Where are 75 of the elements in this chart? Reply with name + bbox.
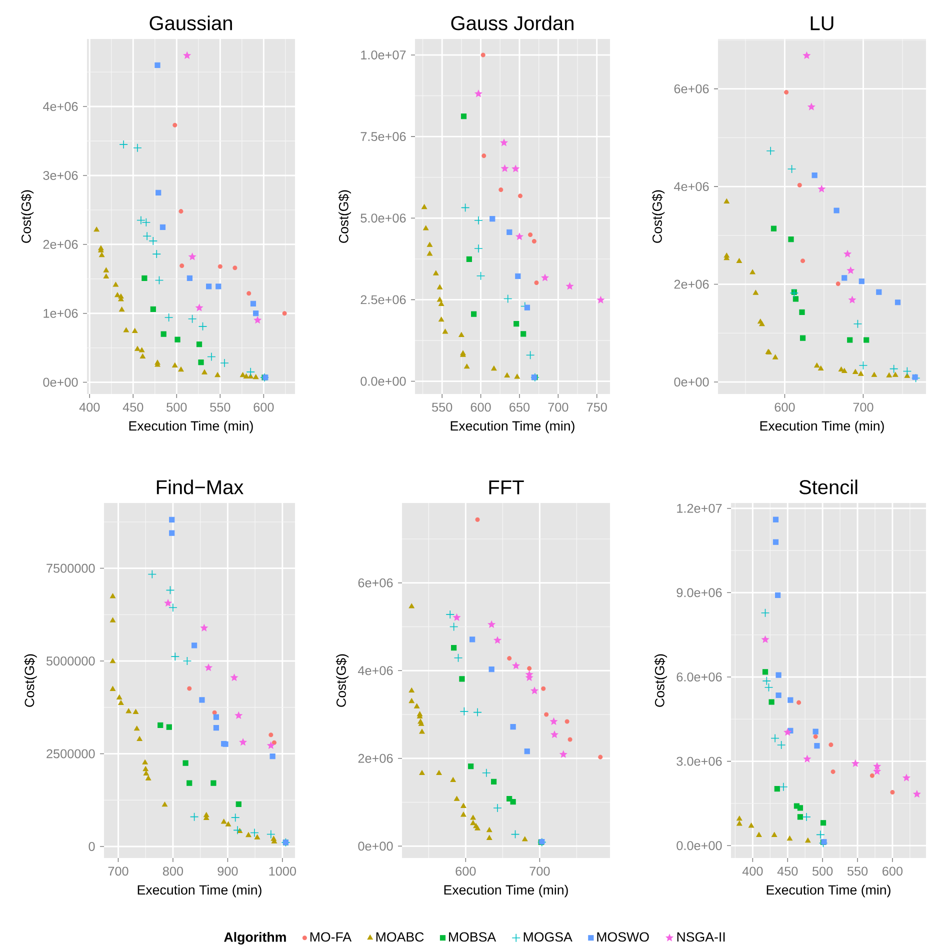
x-tick-label: 600 bbox=[882, 866, 903, 876]
legend-label: MOABC bbox=[376, 932, 424, 942]
y-tick-label: 0.0e+00 bbox=[676, 841, 722, 850]
x-tick-label: 700 bbox=[108, 866, 128, 876]
y-tick-label: 5000000 bbox=[46, 656, 95, 666]
y-tick-label: 3e+06 bbox=[43, 170, 78, 180]
y-tick-label: 9.0e+06 bbox=[676, 588, 722, 598]
x-tick-label: 500 bbox=[166, 402, 187, 412]
x-tick-label: 400 bbox=[79, 402, 100, 412]
y-tick-label: 6e+06 bbox=[358, 578, 393, 588]
y-tick-label: 3.0e+06 bbox=[676, 756, 722, 766]
x-tick-label: 1000 bbox=[269, 866, 296, 876]
y-tick-label: 7.5e+06 bbox=[360, 132, 406, 142]
x-tick-label: 600 bbox=[774, 402, 795, 412]
x-tick-label: 600 bbox=[254, 402, 274, 412]
x-axis-title: Execution Time (min) bbox=[129, 420, 253, 434]
y-tick-label: 5.0e+06 bbox=[360, 214, 406, 223]
chart-title: Stencil bbox=[799, 480, 858, 494]
x-tick-label: 900 bbox=[218, 866, 238, 876]
y-tick-label: 6.0e+06 bbox=[676, 672, 722, 682]
x-tick-label: 700 bbox=[548, 402, 568, 412]
x-tick-label: 650 bbox=[510, 402, 530, 412]
chart-title: FFT bbox=[489, 480, 524, 494]
x-axis-title: Execution Time (min) bbox=[444, 884, 568, 898]
x-tick-label: 450 bbox=[777, 866, 798, 876]
y-tick-label: 1.2e+07 bbox=[677, 504, 722, 513]
x-tick-label: 550 bbox=[432, 402, 452, 412]
x-tick-label: 600 bbox=[456, 866, 476, 876]
y-tick-label: 0e+00 bbox=[43, 378, 78, 387]
chart-title: Gauss Jordan bbox=[451, 16, 574, 30]
y-axis-title: Cost(G$) bbox=[654, 654, 668, 707]
x-tick-label: 700 bbox=[853, 402, 874, 412]
y-tick-label: 0e+00 bbox=[358, 842, 393, 851]
legend-title: Algorithm bbox=[224, 932, 286, 945]
y-tick-label: 4e+06 bbox=[43, 102, 78, 112]
x-tick-label: 550 bbox=[847, 866, 868, 876]
x-tick-label: 400 bbox=[742, 866, 763, 876]
chart-title: Find−Max bbox=[156, 480, 244, 494]
x-axis-title: Execution Time (min) bbox=[450, 420, 574, 434]
y-tick-label: 2500000 bbox=[46, 749, 95, 758]
legend-label: MOBSA bbox=[449, 932, 496, 942]
y-tick-label: 0.0e+00 bbox=[360, 376, 406, 386]
x-tick-label: 700 bbox=[530, 866, 550, 876]
x-tick-label: 750 bbox=[586, 402, 607, 412]
chart-title: Gaussian bbox=[150, 16, 232, 30]
x-axis-title: Execution Time (min) bbox=[760, 420, 884, 434]
y-tick-label: 0e+00 bbox=[674, 378, 709, 387]
x-tick-label: 500 bbox=[812, 866, 833, 876]
y-tick-label: 2e+06 bbox=[358, 754, 393, 763]
legend-label: MOSWO bbox=[597, 932, 649, 942]
y-tick-label: 2e+06 bbox=[43, 240, 78, 249]
y-tick-label: 4e+06 bbox=[674, 182, 709, 192]
y-axis-title: Cost(G$) bbox=[24, 654, 37, 707]
y-tick-label: 7500000 bbox=[46, 564, 95, 573]
legend-label: MOGSA bbox=[524, 932, 572, 942]
chart-title: LU bbox=[810, 16, 834, 30]
x-axis-title: Execution Time (min) bbox=[138, 884, 262, 898]
y-axis-title: Cost(G$) bbox=[338, 190, 351, 243]
legend-label: NSGA-II bbox=[677, 932, 725, 942]
x-tick-label: 550 bbox=[210, 402, 230, 412]
y-tick-label: 0 bbox=[88, 842, 95, 851]
y-tick-label: 2.5e+06 bbox=[360, 295, 406, 304]
y-tick-label: 1e+06 bbox=[44, 308, 78, 318]
y-tick-label: 6e+06 bbox=[674, 84, 709, 94]
y-axis-title: Cost(G$) bbox=[20, 190, 34, 243]
y-tick-label: 4e+06 bbox=[358, 666, 393, 676]
legend-label: MO-FA bbox=[310, 932, 352, 942]
y-tick-label: 2e+06 bbox=[674, 280, 709, 289]
y-axis-title: Cost(G$) bbox=[652, 190, 665, 243]
x-axis-title: Execution Time (min) bbox=[766, 884, 890, 898]
x-tick-label: 600 bbox=[470, 402, 491, 412]
x-tick-label: 450 bbox=[122, 402, 144, 412]
y-tick-label: 1.0e+07 bbox=[361, 50, 406, 60]
y-axis-title: Cost(G$) bbox=[336, 654, 349, 707]
x-tick-label: 800 bbox=[162, 866, 184, 876]
